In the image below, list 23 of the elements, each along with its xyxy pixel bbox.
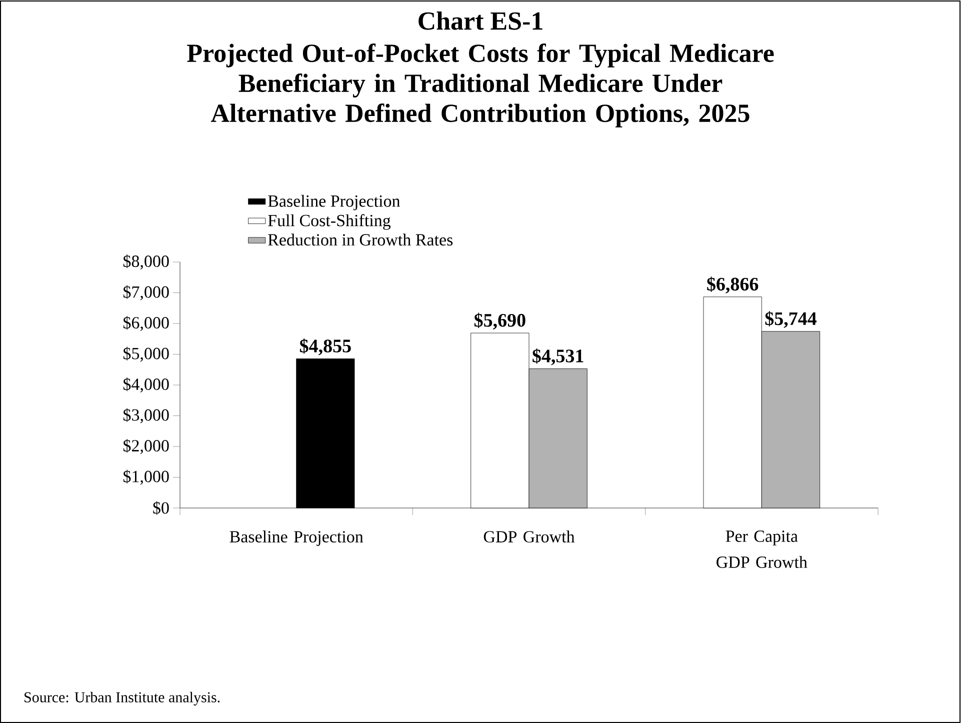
data-label: $4,531 <box>532 348 584 366</box>
y-tick-label: $4,000 <box>123 378 169 392</box>
source-note: Source: Urban Institute analysis. <box>24 692 220 706</box>
legend-label: Baseline Projection <box>268 194 400 210</box>
y-tick-label: $3,000 <box>123 408 169 424</box>
y-tick-label: $0 <box>153 501 169 515</box>
y-tick-label: $7,000 <box>123 285 169 300</box>
chart-subtitle: Projected Out-of-Pocket Costs for Typical Medicare Beneficiary in Traditional Medicare Under Alternative Defined Contribution Options, 2025 <box>187 44 774 128</box>
y-tick-label: $5,000 <box>123 346 169 362</box>
chart-title: Chart ES-1 <box>418 12 542 30</box>
y-tick-label: $1,000 <box>123 470 169 485</box>
legend-label: Full Cost-Shifting <box>268 214 391 230</box>
data-label: $6,866 <box>707 276 758 294</box>
x-tick-label: Per Capita GDP Growth <box>716 530 808 568</box>
data-label: $4,855 <box>300 338 351 356</box>
y-tick-label: $6,000 <box>123 316 169 331</box>
data-label: $5,744 <box>765 311 817 328</box>
y-tick-label: $8,000 <box>123 254 169 270</box>
x-tick-label: Baseline Projection <box>230 530 364 546</box>
x-tick-label: GDP Growth <box>484 530 575 542</box>
data-label: $5,690 <box>474 312 526 330</box>
y-tick-label: $2,000 <box>123 439 169 454</box>
legend-label: Reduction in Growth Rates <box>268 234 453 246</box>
